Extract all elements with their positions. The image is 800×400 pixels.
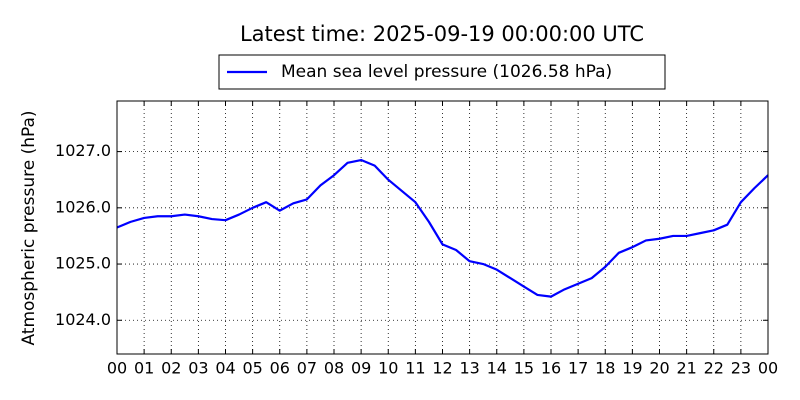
x-tick-label: 13 [459,359,479,378]
legend-label: Mean sea level pressure (1026.58 hPa) [281,62,612,82]
chart-title: Latest time: 2025-09-19 00:00:00 UTC [240,22,644,46]
x-tick-label: 03 [188,359,208,378]
plot-frame [116,100,769,355]
x-tick-label: 11 [405,359,425,378]
x-tick-label: 08 [324,359,344,378]
x-tick-label: 00 [758,359,778,378]
x-tick-label: 17 [568,359,588,378]
x-tick-label: 18 [595,359,615,378]
x-tick-label: 22 [704,359,724,378]
x-tick-label: 14 [487,359,507,378]
x-tick-label: 20 [649,359,669,378]
x-tick-label: 09 [351,359,371,378]
x-tick-label: 12 [432,359,452,378]
data-line [116,158,769,298]
x-tick-label: 07 [297,359,317,378]
x-tick-label: 19 [622,359,642,378]
x-tick-label: 02 [161,359,181,378]
x-tick-label: 10 [378,359,398,378]
x-tick-label: 16 [541,359,561,378]
x-tick-label: 15 [514,359,534,378]
x-tick-label: 01 [134,359,154,378]
x-tick-label: 04 [215,359,235,378]
legend-box [218,54,666,90]
x-tick-label: 05 [242,359,262,378]
x-tick-label: 21 [676,359,696,378]
x-tick-label: 06 [270,359,290,378]
y-tick-label: 1027.0 [55,141,111,160]
y-tick-label: 1025.0 [55,254,111,273]
y-axis-label: Atmospheric pressure (hPa) [19,110,39,345]
y-tick-label: 1026.0 [55,197,111,216]
y-tick-label: 1024.0 [55,310,111,329]
x-tick-label: 00 [107,359,127,378]
x-tick-label: 23 [731,359,751,378]
